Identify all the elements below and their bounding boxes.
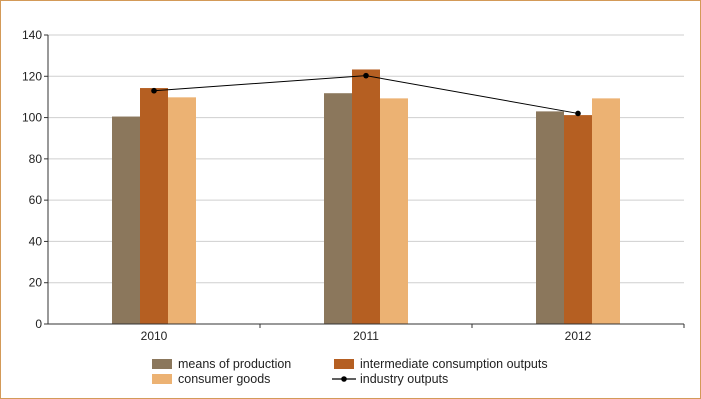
- bar-intermediate-consumption-outputs-2010: [140, 88, 168, 324]
- x-tick-label: 2011: [353, 329, 379, 343]
- y-tick-label: 100: [22, 111, 42, 125]
- bar-consumer-goods-2011: [380, 98, 408, 325]
- x-tick-labels: 2010 2011 2012: [141, 324, 685, 343]
- legend-item: intermediate consumption outputs: [334, 357, 548, 371]
- y-tick-label: 80: [29, 152, 43, 166]
- y-tick-label: 120: [22, 69, 42, 83]
- legend-swatch: [152, 374, 172, 384]
- legend-label: consumer goods: [178, 372, 270, 386]
- bars: [112, 69, 620, 325]
- point-industry-outputs-2011: [363, 72, 369, 79]
- axes: [47, 35, 684, 325]
- legend-label: intermediate consumption outputs: [360, 357, 548, 371]
- bar-means-of-production-2012: [536, 111, 564, 324]
- bar-means-of-production-2010: [112, 116, 140, 325]
- bar-intermediate-consumption-outputs-2012: [564, 115, 592, 324]
- x-tick-label: 2012: [565, 329, 592, 343]
- legend-swatch: [152, 359, 172, 369]
- y-tick-label: 0: [35, 317, 42, 331]
- legend: means of production intermediate consumpt…: [152, 357, 548, 386]
- y-tick-label: 60: [29, 193, 43, 207]
- legend-item: consumer goods: [152, 372, 270, 386]
- legend-item: industry outputs: [332, 372, 448, 386]
- legend-item: means of production: [152, 357, 291, 371]
- legend-label: means of production: [178, 357, 291, 371]
- point-industry-outputs-2010: [151, 87, 157, 94]
- bar-intermediate-consumption-outputs-2011: [352, 69, 380, 324]
- y-tick-labels: 0 20 40 60 80 100 120 140: [22, 28, 48, 331]
- point-industry-outputs-2012: [575, 110, 581, 117]
- bar-consumer-goods-2010: [168, 97, 196, 324]
- x-tick-label: 2010: [141, 329, 168, 343]
- y-tick-label: 20: [29, 276, 43, 290]
- y-tick-label: 140: [22, 28, 42, 42]
- legend-marker: [341, 376, 347, 382]
- legend-swatch: [334, 359, 354, 369]
- legend-label: industry outputs: [360, 372, 448, 386]
- bar-consumer-goods-2012: [592, 98, 620, 325]
- line-series: [151, 72, 581, 117]
- y-tick-label: 40: [29, 234, 43, 248]
- bar-means-of-production-2011: [324, 93, 352, 324]
